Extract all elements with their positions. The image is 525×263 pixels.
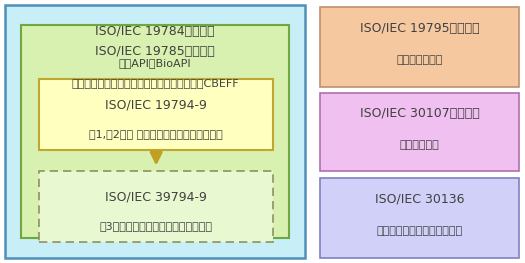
Bar: [320, 178, 519, 258]
Bar: [39, 171, 273, 242]
Text: 標準API：BioAPI: 標準API：BioAPI: [119, 58, 191, 68]
Text: ISO/IEC 19785シリーズ: ISO/IEC 19785シリーズ: [95, 45, 215, 58]
Text: ISO/IEC 30107シリーズ: ISO/IEC 30107シリーズ: [360, 107, 479, 120]
Text: 第1,第2世代 静脈画像データフォーマット: 第1,第2世代 静脈画像データフォーマット: [89, 129, 223, 139]
Bar: [320, 7, 519, 87]
Bar: [5, 5, 304, 258]
Bar: [320, 93, 519, 171]
Bar: [39, 79, 273, 150]
Text: 第3世代静脈画像データフォーマット: 第3世代静脈画像データフォーマット: [100, 221, 213, 231]
Text: 性能評価と報告: 性能評価と報告: [396, 55, 443, 65]
Text: ISO/IEC 39794-9: ISO/IEC 39794-9: [105, 191, 207, 204]
Bar: [21, 25, 289, 238]
Text: ISO/IEC 19794-9: ISO/IEC 19794-9: [105, 99, 207, 112]
Text: ISO/IEC 19795シリーズ: ISO/IEC 19795シリーズ: [360, 22, 479, 35]
Text: ISO/IEC 30136: ISO/IEC 30136: [375, 193, 464, 206]
Text: テンプレート保護の性能評価: テンプレート保護の性能評価: [376, 226, 463, 236]
Text: 汎用ファイルフォーマットフレームワーク：CBEFF: 汎用ファイルフォーマットフレームワーク：CBEFF: [71, 78, 239, 88]
Text: 入力攻撃検出: 入力攻撃検出: [400, 140, 439, 150]
Text: ISO/IEC 19784シリーズ: ISO/IEC 19784シリーズ: [95, 25, 215, 38]
